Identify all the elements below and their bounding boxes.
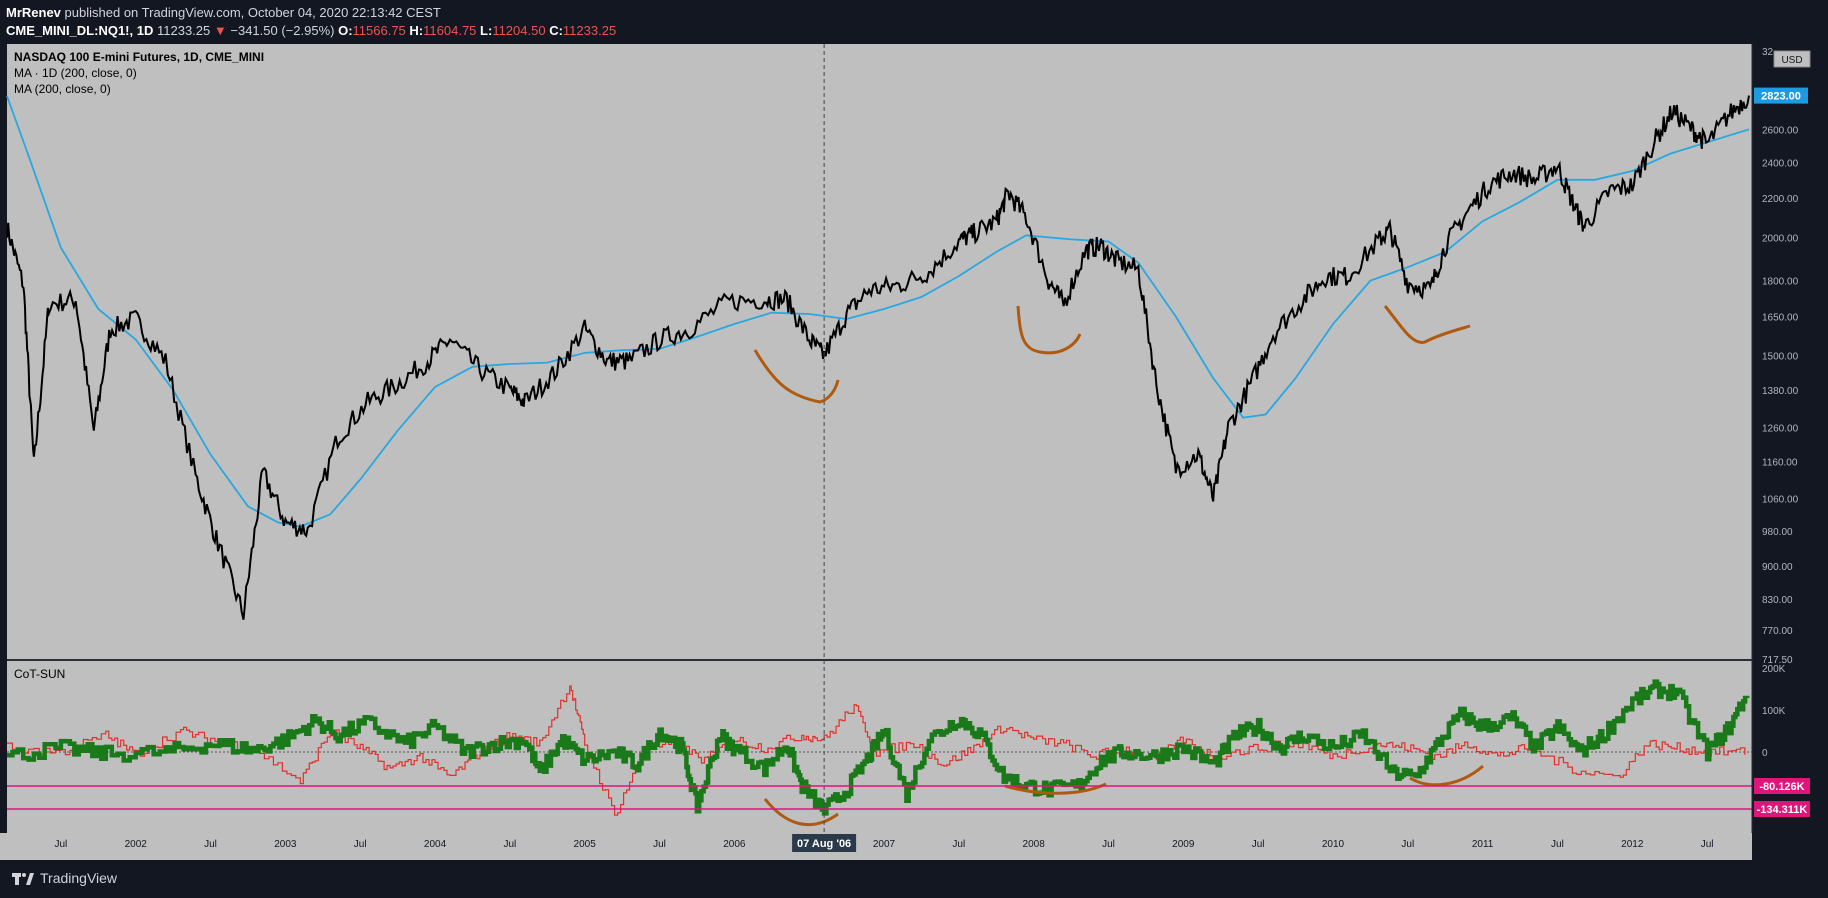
legend-ma1[interactable]: MA · 1D (200, close, 0) xyxy=(14,66,137,80)
open-value: 11566.75 xyxy=(352,23,406,38)
cot-tick-label: 0 xyxy=(1762,748,1768,759)
price-tick-label: 2200.00 xyxy=(1762,194,1799,205)
time-tick-label: Jul xyxy=(1252,839,1265,850)
hand-drawn-arc-5[interactable] xyxy=(1004,782,1107,795)
cot-badge-1-label: -80.126K xyxy=(1759,781,1804,793)
current-price-badge xyxy=(1754,87,1808,104)
down-arrow-icon: ▼ xyxy=(213,23,227,38)
chart-svg[interactable]: 717.50 770.00 830.00 900.00 980.00 1060.00 116… xyxy=(0,44,1828,860)
time-tick-label: 2003 xyxy=(274,839,297,850)
cot-tick-label: 200K xyxy=(1762,664,1786,675)
price-tick-label: 2600.00 xyxy=(1762,125,1799,136)
time-tick-label: Jul xyxy=(952,839,965,850)
close-label: C: xyxy=(549,23,563,38)
currency-label: USD xyxy=(1781,55,1802,66)
price-axis-bg xyxy=(1752,44,1828,833)
price-series-line[interactable] xyxy=(6,95,1750,620)
currency-badge[interactable] xyxy=(1773,50,1811,68)
publish-line: MrRenev published on TradingView.com, Oc… xyxy=(6,5,441,20)
price-tick-label: 980.00 xyxy=(1762,527,1793,538)
tradingview-label: TradingView xyxy=(40,870,118,886)
time-tick-label: 2002 xyxy=(125,839,148,850)
price-tick-label: 1260.00 xyxy=(1762,423,1799,434)
price-tick-label: 1800.00 xyxy=(1762,277,1799,288)
cot-layer xyxy=(7,679,1752,816)
time-tick-label: Jul xyxy=(1551,839,1564,850)
high-label: H: xyxy=(409,23,424,38)
cot-badge-2-label: -134.311K xyxy=(1757,804,1808,816)
price-layer xyxy=(6,95,1750,620)
ohlc-line: CME_MINI_DL:NQ1!, 1D 11233.25 ▼ −341.50 … xyxy=(6,23,616,38)
open-label: O: xyxy=(338,23,353,38)
current-price-label: 2823.00 xyxy=(1761,91,1801,103)
cot-badge-2 xyxy=(1754,801,1810,817)
cot-red-series[interactable] xyxy=(7,685,1746,816)
header-bar: MrRenev published on TradingView.com, Oc… xyxy=(0,0,1828,44)
ma-layer xyxy=(6,95,1750,528)
price-tick-label: 2400.00 xyxy=(1762,158,1799,169)
drawings-layer xyxy=(753,305,1484,827)
price-tick-label: 2000.00 xyxy=(1762,233,1799,244)
crosshair-date-label: 07 Aug '06 xyxy=(797,838,851,850)
cot-axis[interactable]: 200K 100K 0 xyxy=(1762,664,1786,759)
publisher-name[interactable]: MrRenev xyxy=(6,5,61,20)
price-tick-label: 1500.00 xyxy=(1762,352,1799,363)
hand-drawn-arc-2[interactable] xyxy=(1016,305,1082,355)
price-change: −341.50 (−2.95%) xyxy=(230,23,335,38)
price-tick-label: 1160.00 xyxy=(1762,457,1798,468)
time-tick-label: 2006 xyxy=(723,839,746,850)
hand-drawn-arc-4[interactable] xyxy=(763,798,839,827)
time-tick-label: 2007 xyxy=(873,839,896,850)
time-tick-label: Jul xyxy=(503,839,516,850)
hand-drawn-arc-6[interactable] xyxy=(1409,764,1484,787)
hand-drawn-arc-3[interactable] xyxy=(1383,305,1471,344)
time-tick-label: Jul xyxy=(653,839,666,850)
footer-bar: TradingView xyxy=(0,860,1828,898)
time-tick-label: Jul xyxy=(1102,839,1115,850)
price-tick-label: 32 xyxy=(1762,47,1774,58)
time-tick-label: 2012 xyxy=(1621,839,1644,850)
price-tick-label: 900.00 xyxy=(1762,562,1793,573)
time-tick-label: Jul xyxy=(1401,839,1414,850)
crosshair-date-badge xyxy=(792,834,857,852)
time-tick-label: Jul xyxy=(354,839,367,850)
high-value: 11604.75 xyxy=(423,23,477,38)
indicator-name[interactable]: CoT-SUN xyxy=(14,667,65,681)
chart-area[interactable]: 717.50 770.00 830.00 900.00 980.00 1060.00 116… xyxy=(0,44,1828,860)
published-text: published on TradingView.com, October 04… xyxy=(64,5,441,20)
time-tick-label: 2004 xyxy=(424,839,447,850)
time-axis[interactable]: Jul 2002 Jul 2003 Jul 2004 Jul 2005 Jul 2006 2007 J… xyxy=(0,833,1752,860)
symbol-label: CME_MINI_DL:NQ1!, 1D xyxy=(6,23,154,38)
time-tick-label: Jul xyxy=(1701,839,1714,850)
legend-ma2[interactable]: MA (200, close, 0) xyxy=(14,82,111,96)
ma-series-line[interactable] xyxy=(6,95,1750,528)
hand-drawn-arc-1[interactable] xyxy=(753,349,840,404)
price-tick-label: 830.00 xyxy=(1762,595,1793,606)
time-tick-label: Jul xyxy=(204,839,217,850)
time-axis-bg xyxy=(0,833,1752,860)
time-tick-label: 2009 xyxy=(1172,839,1195,850)
price-tick-label: 1650.00 xyxy=(1762,312,1799,323)
last-price: 11233.25 xyxy=(156,23,211,38)
close-value: 11233.25 xyxy=(562,23,617,38)
price-tick-label: 1380.00 xyxy=(1762,386,1799,397)
price-tick-label: 770.00 xyxy=(1762,626,1793,637)
time-tick-label: 2008 xyxy=(1023,839,1046,850)
low-value: 11204.50 xyxy=(492,23,546,38)
time-tick-label: 2011 xyxy=(1472,839,1494,850)
tradingview-brand[interactable]: TradingView xyxy=(12,870,117,886)
legend-title[interactable]: NASDAQ 100 E-mini Futures, 1D, CME_MINI xyxy=(14,50,264,64)
low-label: L: xyxy=(480,23,493,38)
cot-green-series[interactable] xyxy=(7,679,1750,816)
time-tick-label: 2005 xyxy=(574,839,597,850)
price-tick-label: 717.50 xyxy=(1762,655,1793,666)
cot-badge-1 xyxy=(1754,778,1810,794)
price-axis[interactable]: 717.50 770.00 830.00 900.00 980.00 1060.00 116… xyxy=(1751,44,1828,833)
price-pane[interactable] xyxy=(7,44,1752,659)
time-tick-label: 2010 xyxy=(1322,839,1345,850)
tradingview-logo-icon xyxy=(12,873,34,885)
price-tick-label: 1060.00 xyxy=(1762,494,1799,505)
time-tick-label: Jul xyxy=(54,839,67,850)
cot-tick-label: 100K xyxy=(1762,706,1786,717)
